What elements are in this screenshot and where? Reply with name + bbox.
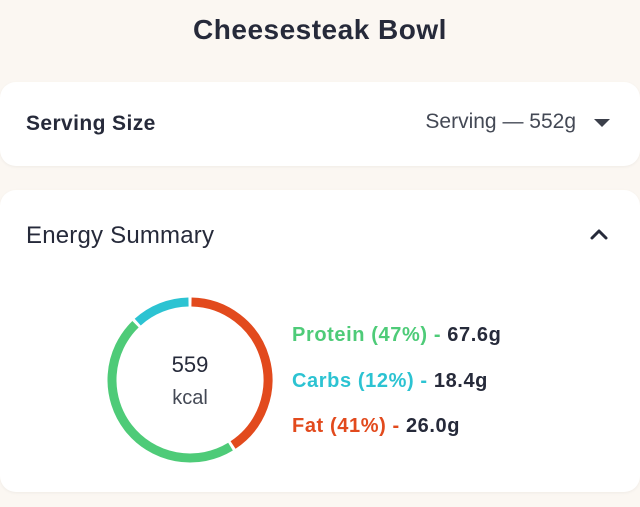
chevron-down-icon [594, 119, 610, 127]
macro-separator: - [433, 324, 442, 346]
macro-carbs: Carbs (12%) - 18.4g [292, 370, 488, 393]
macro-percent: (12%) [357, 370, 415, 392]
macro-protein: Protein (47%) - 67.6g [292, 324, 501, 347]
donut-segment-carbs [134, 297, 189, 326]
serving-size-label: Serving Size [26, 112, 156, 135]
macro-name: Fat [292, 415, 324, 437]
macro-amount: 18.4g [433, 370, 488, 392]
donut-segment-fat [191, 297, 273, 449]
serving-size-dropdown[interactable]: Serving — 552g [425, 110, 610, 134]
serving-size-card: Serving Size Serving — 552g [0, 82, 640, 166]
serving-size-value: Serving — 552g [425, 110, 576, 133]
calorie-value: 559 [171, 352, 209, 377]
macro-amount: 26.0g [405, 415, 461, 437]
macro-donut-chart [107, 297, 273, 463]
calorie-unit: kcal [172, 387, 208, 409]
macro-fat: Fat (41%) - 26.0g [292, 415, 460, 438]
page-title: Cheesesteak Bowl [193, 14, 447, 45]
chevron-up-icon [590, 229, 608, 240]
energy-summary-card: Energy Summary 559 kcal Protein (47%) - … [0, 190, 640, 492]
macro-name: Protein [292, 324, 366, 346]
macro-separator: - [392, 415, 400, 437]
macro-separator: - [420, 370, 428, 392]
macro-amount: 67.6g [447, 324, 502, 346]
macro-percent: (47%) [371, 324, 428, 346]
donut-segment-protein [107, 320, 233, 463]
macro-name: Carbs [292, 370, 352, 392]
macro-percent: (41%) [329, 415, 387, 437]
energy-summary-title: Energy Summary [26, 222, 215, 249]
collapse-toggle[interactable] [588, 224, 610, 246]
